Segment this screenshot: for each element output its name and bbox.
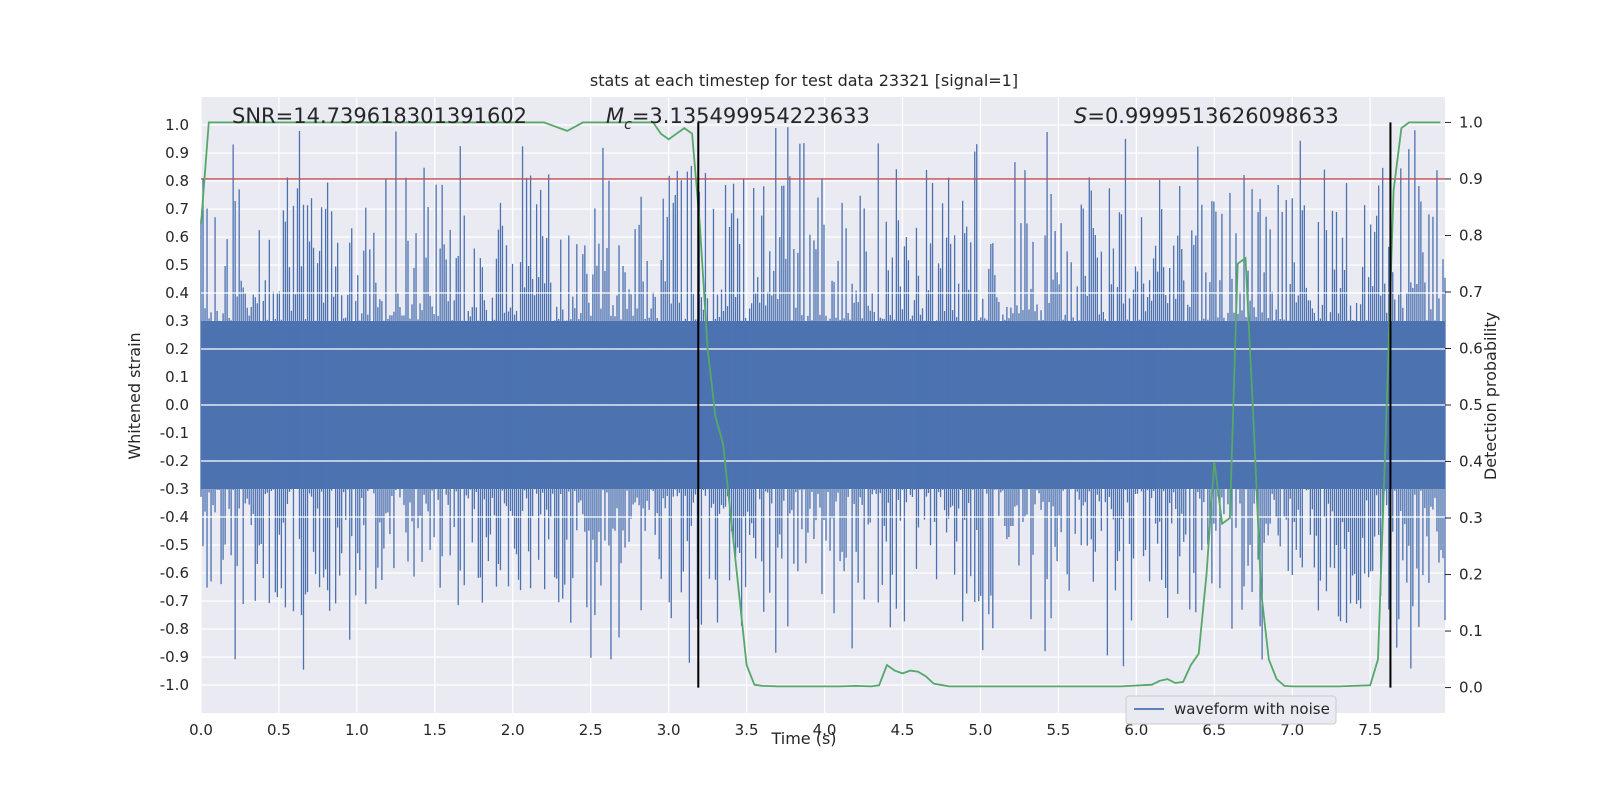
y-left-tick-label: 0.4 — [165, 284, 189, 302]
y-right-tick-label: 0.1 — [1459, 622, 1483, 640]
probability-series — [200, 121, 1445, 688]
x-tick-label: 2.5 — [579, 721, 603, 739]
x-tick-label: 5.5 — [1046, 721, 1070, 739]
y-left-tick-label: -0.2 — [160, 452, 189, 470]
y-left-tick-label: 0.2 — [165, 340, 189, 358]
x-tick-label: 1.5 — [423, 721, 447, 739]
y-right-tick-label: 0.8 — [1459, 226, 1483, 244]
y-left-tick-label: -0.7 — [160, 592, 189, 610]
y-right-tick-label: 0.4 — [1459, 453, 1483, 471]
y-left-tick-label: -0.4 — [160, 508, 189, 526]
legend: waveform with noise — [1125, 695, 1337, 725]
x-tick-label: 0.0 — [189, 721, 213, 739]
s-symbol: S — [1074, 104, 1087, 128]
mc-symbol: M — [606, 104, 624, 128]
y-left-tick-label: 0.0 — [165, 396, 189, 414]
y-left-tick-label: 0.8 — [165, 172, 189, 190]
y-left-tick-label: 0.3 — [165, 312, 189, 330]
y-right-tick-label: 0.0 — [1459, 679, 1483, 697]
x-tick-label: 2.0 — [501, 721, 525, 739]
x-tick-label: 1.0 — [345, 721, 369, 739]
y-left-tick-label: -0.1 — [160, 424, 189, 442]
score-annotation: S=0.9999513626098633 — [1074, 104, 1339, 128]
legend-label-waveform: waveform with noise — [1174, 700, 1330, 718]
y-left-tick-label: 0.1 — [165, 368, 189, 386]
x-tick-label: 4.5 — [891, 721, 915, 739]
y-left-tick-label: -1.0 — [160, 676, 189, 694]
y-left-tick-label: -0.9 — [160, 648, 189, 666]
x-tick-label: 3.0 — [657, 721, 681, 739]
x-tick-label: 6.0 — [1124, 721, 1148, 739]
y-left-tick-label: 1.0 — [165, 116, 189, 134]
y-right-tick-label: 0.3 — [1459, 509, 1483, 527]
y-left-tick-label: 0.5 — [165, 256, 189, 274]
y-left-tick-label: -0.5 — [160, 536, 189, 554]
y-right-tick-label: 0.2 — [1459, 566, 1483, 584]
x-tick-label: 4.0 — [813, 721, 837, 739]
x-tick-label: 5.0 — [969, 721, 993, 739]
x-tick-label: 6.5 — [1202, 721, 1226, 739]
legend-box — [1125, 695, 1337, 725]
x-tick-label: 7.0 — [1280, 721, 1304, 739]
y-right-tick-label: 0.6 — [1459, 339, 1483, 357]
y-left-tick-label: -0.6 — [160, 564, 189, 582]
mc-value: =3.135499954223633 — [632, 104, 870, 128]
mc-subscript: c — [624, 117, 632, 133]
probability-line — [200, 121, 1441, 688]
y-left-tick-label: 0.7 — [165, 200, 189, 218]
y-right-tick-label: 1.0 — [1459, 113, 1483, 131]
x-tick-label: 7.5 — [1358, 721, 1382, 739]
chirp-mass-annotation: Mc=3.135499954223633 — [606, 104, 870, 133]
x-axis-label: Time (s) — [770, 729, 836, 748]
x-tick-label: 0.5 — [267, 721, 291, 739]
y-left-tick-label: -0.3 — [160, 480, 189, 498]
snr-annotation: SNR=14.739618301391602 — [232, 104, 527, 128]
y-left-tick-label: 0.6 — [165, 228, 189, 246]
y-axis-label-right: Detection probability — [1481, 312, 1500, 480]
y-axis-label-left: Whitened strain — [125, 332, 144, 459]
chart-title: stats at each timestep for test data 233… — [590, 71, 1018, 90]
y-left-tick-label: -0.8 — [160, 620, 189, 638]
y-right-tick-label: 0.5 — [1459, 396, 1483, 414]
x-tick-label: 3.5 — [735, 721, 759, 739]
s-value: =0.9999513626098633 — [1087, 104, 1338, 128]
y-right-tick-label: 0.7 — [1459, 283, 1483, 301]
tick-layer: 0.0 0.5 1.0 1.5 2.0 2.5 3.0 3.5 4.0 4.5 5.0 5.5 6.0 6… — [160, 113, 1483, 739]
waveform-series — [200, 127, 1446, 670]
y-left-tick-label: 0.9 — [165, 144, 189, 162]
y-right-tick-label: 0.9 — [1459, 170, 1483, 188]
